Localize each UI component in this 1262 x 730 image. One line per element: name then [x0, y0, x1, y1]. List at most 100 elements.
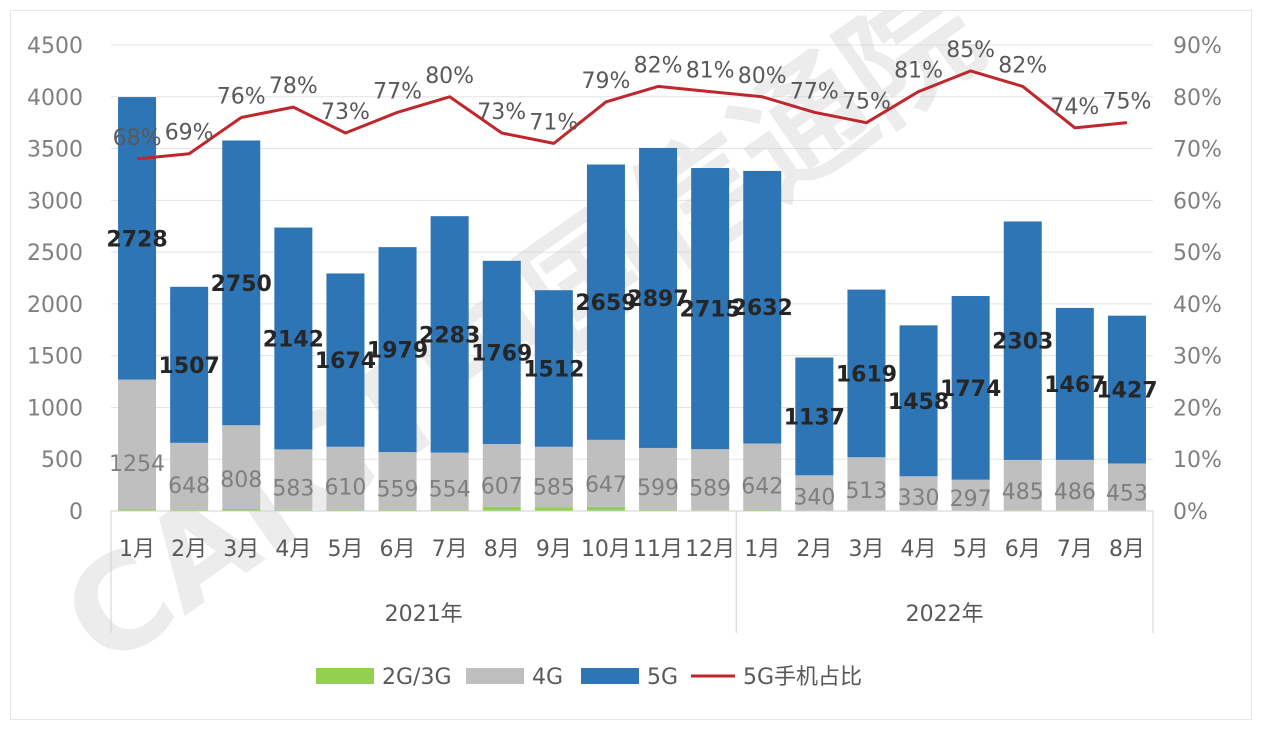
- left-tick-label: 4500: [27, 34, 83, 59]
- bar-4g-12: [743, 443, 782, 510]
- label-4g: 485: [1002, 480, 1044, 505]
- label-5g: 1512: [523, 358, 584, 383]
- label-5g: 1674: [315, 349, 376, 374]
- bar-2g3g-8: [534, 507, 573, 511]
- x-tick-label: 11月: [633, 537, 683, 562]
- bar-5g-2: [222, 140, 261, 426]
- right-tick-label: 0%: [1173, 500, 1208, 525]
- left-tick-label: 0: [69, 500, 83, 525]
- bar-4g-7: [482, 443, 521, 507]
- label-ratio: 73%: [321, 100, 370, 125]
- label-4g: 648: [168, 474, 210, 499]
- bar-5g-4: [326, 273, 365, 447]
- right-axis-ticks: 0% 10% 20% 30% 40% 50% 60% 70% 80% 90%: [1173, 34, 1222, 525]
- x-tick-label: 9月: [536, 537, 572, 562]
- label-ratio: 74%: [1050, 95, 1099, 120]
- label-ratio: 81%: [894, 59, 943, 84]
- x-tick-label: 1月: [119, 537, 155, 562]
- bar-2g3g-9: [586, 506, 625, 511]
- label-ratio: 77%: [373, 79, 422, 104]
- x-tick-label: 2月: [171, 537, 207, 562]
- x-axis: 1月 2月 3月 4月 5月 6月 7月 8月 9月 10月 11月 12月 1月 2月 3月 4月 5月 6月 7…: [110, 510, 1154, 633]
- bar-4g-16: [951, 479, 990, 511]
- label-ratio: 79%: [581, 69, 630, 94]
- bar-5g-11: [691, 168, 730, 450]
- label-4g: 610: [324, 476, 366, 501]
- label-ratio: 75%: [1102, 90, 1151, 115]
- label-5g: 1619: [836, 362, 897, 387]
- label-5g: 1458: [888, 390, 949, 415]
- right-tick-label: 40%: [1173, 293, 1222, 318]
- label-ratio: 73%: [477, 100, 526, 125]
- x-tick-label: 6月: [380, 537, 416, 562]
- label-5g: 1467: [1044, 373, 1105, 398]
- label-ratio: 69%: [165, 121, 214, 146]
- left-tick-label: 1500: [27, 345, 83, 370]
- label-4g: 585: [533, 476, 575, 501]
- bar-2g3g-0: [118, 509, 157, 511]
- legend-label: 2G/3G: [382, 665, 452, 690]
- bar-4g-17: [1003, 459, 1042, 511]
- x-tick-label: 7月: [432, 537, 468, 562]
- bar-5g-8: [534, 290, 573, 447]
- label-ratio: 78%: [269, 74, 318, 99]
- bar-5g-17: [1003, 221, 1042, 460]
- right-tick-label: 30%: [1173, 345, 1222, 370]
- label-4g: 599: [637, 476, 679, 501]
- bar-4g-8: [534, 446, 573, 508]
- bar-2g3g-5: [378, 509, 417, 511]
- bar-4g-15: [899, 476, 938, 511]
- label-4g: 486: [1054, 480, 1096, 505]
- label-4g: 808: [220, 468, 262, 493]
- stacked-bar-line-chart: CAICT中国信通院 05001000150020002500300035004…: [27, 0, 1222, 696]
- legend-label: 4G: [532, 665, 563, 690]
- label-4g: 607: [481, 475, 523, 500]
- label-5g: 1769: [471, 341, 532, 366]
- label-ratio: 80%: [425, 64, 474, 89]
- bar-4g-6: [430, 452, 469, 510]
- bar-4g-9: [586, 439, 625, 507]
- bar-4g-18: [1055, 459, 1094, 511]
- bar-5g-1: [170, 286, 209, 443]
- label-4g: 340: [793, 485, 835, 510]
- bar-2g3g-10: [639, 509, 678, 511]
- bar-5g-7: [482, 260, 521, 444]
- label-5g: 2632: [732, 296, 793, 321]
- x-tick-label: 3月: [848, 537, 884, 562]
- legend-label: 5G: [647, 665, 678, 690]
- bar-4g-1: [170, 442, 209, 510]
- x-tick-label: 5月: [953, 537, 989, 562]
- group-label: 2022年: [906, 602, 984, 627]
- label-ratio: 82%: [634, 53, 683, 78]
- legend-label: 5G手机占比: [743, 665, 862, 690]
- bar-5g-0: [118, 97, 157, 380]
- label-5g: 1137: [784, 405, 845, 430]
- bar-5g-12: [743, 170, 782, 444]
- bar-5g-3: [274, 227, 313, 450]
- bar-5g-10: [639, 147, 678, 448]
- right-tick-label: 90%: [1173, 34, 1222, 59]
- label-4g: 513: [845, 479, 887, 504]
- bar-5g-6: [430, 216, 469, 453]
- x-tick-label: 2月: [796, 537, 832, 562]
- left-tick-label: 3500: [27, 138, 83, 163]
- right-tick-label: 20%: [1173, 396, 1222, 421]
- bar-4g-2: [222, 425, 261, 509]
- x-tick-label: 8月: [1109, 537, 1145, 562]
- x-tick-label: 5月: [327, 537, 363, 562]
- x-tick-label: 4月: [275, 537, 311, 562]
- label-5g: 2728: [106, 227, 167, 252]
- label-ratio: 77%: [790, 79, 839, 104]
- ratio-data-labels: 68% 69%76% 78%73%77%80%73% 71%79%82% 81% 80%7…: [113, 38, 1152, 151]
- ratio-line-path: [136, 69, 1128, 161]
- label-4g: 647: [585, 473, 627, 498]
- bars: [118, 97, 1146, 511]
- right-tick-label: 50%: [1173, 241, 1222, 266]
- bar-4g-5: [378, 452, 417, 510]
- right-tick-label: 10%: [1173, 448, 1222, 473]
- bar-5g-18: [1055, 307, 1094, 460]
- label-ratio: 68%: [113, 126, 162, 151]
- bar-data-labels: 1254 2728 648 1507 808 2750 583 2142 610 1674 559 1…: [106, 227, 1157, 512]
- label-ratio: 76%: [217, 84, 266, 109]
- bar-2g3g-12: [743, 509, 782, 511]
